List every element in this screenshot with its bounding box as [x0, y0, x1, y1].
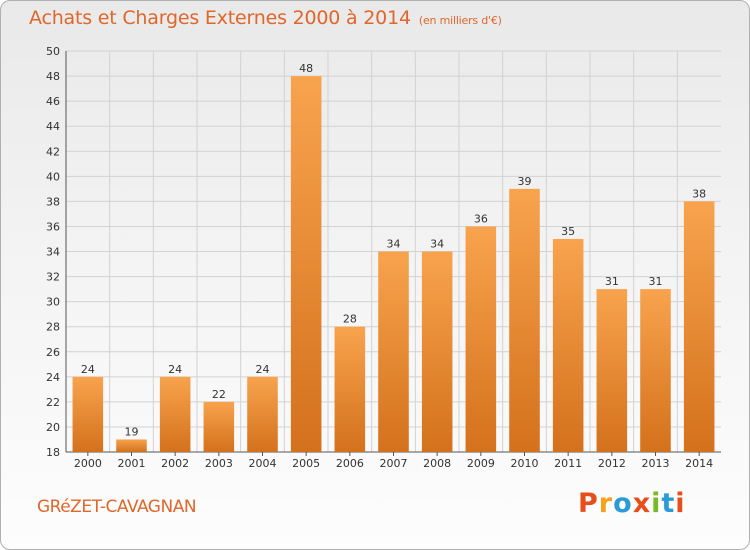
x-tick-label: 2008 — [423, 457, 451, 470]
x-tick-label: 2006 — [336, 457, 364, 470]
logo-letter: t — [661, 488, 676, 519]
x-tick-label: 2001 — [118, 457, 146, 470]
y-tick-label: 22 — [46, 396, 60, 409]
bar — [72, 376, 104, 452]
x-tick-label: 2002 — [161, 457, 189, 470]
bar — [116, 439, 147, 452]
x-tick-label: 2009 — [467, 457, 495, 470]
bar-value-label: 38 — [692, 187, 706, 200]
logo-letter: r — [598, 488, 614, 519]
y-tick-label: 30 — [46, 296, 60, 309]
x-tick-label: 2003 — [205, 457, 233, 470]
bar — [683, 201, 715, 452]
x-tick-label: 2007 — [380, 457, 408, 470]
bar-value-label: 36 — [474, 212, 488, 225]
bar — [509, 188, 540, 452]
logo-letter: i — [675, 488, 686, 519]
y-tick-label: 24 — [46, 371, 60, 384]
chart-title-text: Achats et Charges Externes 2000 à 2014 — [29, 7, 411, 29]
bar — [203, 401, 235, 452]
bar — [247, 376, 278, 452]
bar-value-label: 31 — [649, 275, 663, 288]
logo-letter: i — [651, 488, 662, 519]
bar-value-label: 34 — [387, 238, 401, 251]
y-tick-label: 36 — [46, 220, 60, 233]
y-tick-label: 42 — [46, 145, 60, 158]
y-tick-label: 32 — [46, 271, 60, 284]
y-tick-label: 38 — [46, 195, 60, 208]
x-tick-label: 2011 — [554, 457, 582, 470]
bar — [290, 76, 322, 452]
x-tick-label: 2005 — [292, 457, 320, 470]
chart-subtitle: (en milliers d'€) — [418, 14, 502, 27]
logo-letter: P — [578, 488, 599, 519]
y-tick-label: 20 — [46, 421, 60, 434]
bar-value-label: 24 — [256, 363, 270, 376]
bar — [378, 251, 409, 452]
bar-value-label: 22 — [212, 388, 226, 401]
bar — [421, 251, 453, 452]
bar — [159, 376, 191, 452]
bar-value-label: 24 — [81, 363, 95, 376]
bar-value-label: 19 — [125, 425, 139, 438]
value-labels: 24 19 24 22 24 48 28 34 34 36 39 35 31 31 38 — [81, 62, 706, 438]
x-tick-label: 2014 — [685, 457, 713, 470]
commune-name: GRéZET-CAVAGNAN — [37, 497, 197, 517]
bars — [72, 76, 715, 452]
bar — [596, 289, 628, 452]
bar-value-label: 39 — [518, 175, 532, 188]
y-tick-label: 46 — [46, 95, 60, 108]
bar-value-label: 48 — [299, 62, 313, 75]
y-tick-label: 34 — [46, 246, 60, 259]
bar-value-label: 35 — [561, 225, 575, 238]
y-tick-label: 44 — [46, 120, 60, 133]
bar-value-label: 28 — [343, 313, 357, 326]
logo-letter: x — [632, 488, 652, 519]
x-tick-label: 2013 — [642, 457, 670, 470]
y-tick-label: 28 — [46, 321, 60, 334]
y-tick-label: 18 — [46, 446, 60, 459]
x-tick-label: 2012 — [598, 457, 626, 470]
logo-letter: o — [613, 488, 633, 519]
proxiti-logo[interactable]: Proxiti — [578, 488, 686, 519]
y-tick-label: 26 — [46, 346, 60, 359]
y-tick-label: 48 — [46, 70, 60, 83]
x-tick-label: 2000 — [74, 457, 102, 470]
y-tick-label: 40 — [46, 170, 60, 183]
bar — [334, 326, 366, 452]
bar — [465, 226, 497, 452]
bar-value-label: 34 — [430, 238, 444, 251]
chart-title: Achats et Charges Externes 2000 à 2014 (e… — [29, 7, 502, 29]
y-tick-label: 50 — [46, 45, 60, 58]
x-tick-label: 2010 — [511, 457, 539, 470]
bar — [640, 289, 671, 452]
bar-value-label: 31 — [605, 275, 619, 288]
bar — [552, 238, 584, 452]
bar-value-label: 24 — [168, 363, 182, 376]
x-tick-label: 2004 — [249, 457, 277, 470]
